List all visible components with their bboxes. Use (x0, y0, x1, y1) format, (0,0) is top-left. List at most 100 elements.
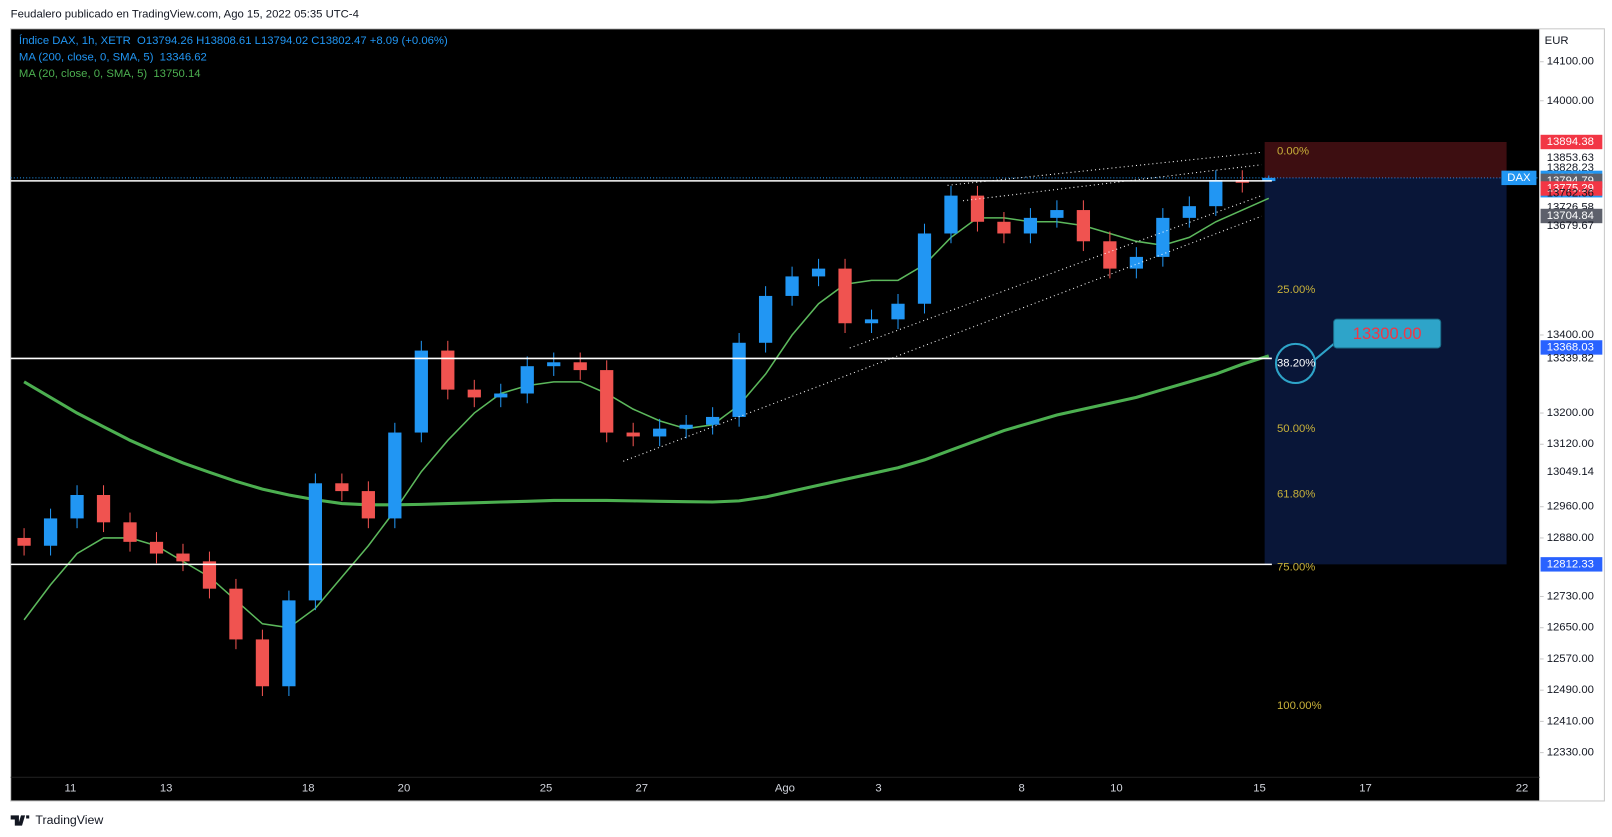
price-badge (1540, 208, 1603, 224)
chart-border (10, 28, 1605, 802)
legend-name: MA (20, close, 0, SMA, 5) (19, 68, 147, 80)
footer: TradingView (10, 813, 103, 827)
x-tick-label: 18 (302, 783, 315, 795)
candle-body (149, 541, 164, 554)
candle-body (1076, 210, 1091, 242)
y-tick-label: 12410.00 (1547, 715, 1594, 727)
candle-body (1156, 217, 1170, 257)
candle-body (414, 350, 428, 433)
y-tick-label: 12330.00 (1547, 747, 1594, 759)
candle-body (520, 366, 534, 394)
price-badge-label: 13704.84 (1547, 210, 1594, 222)
y-tick-label: 13400.00 (1547, 329, 1594, 341)
wedge-line (623, 215, 1262, 462)
candle-body (997, 221, 1011, 234)
price-badge-label: 13775.29 (1547, 182, 1594, 194)
y-tick-label: 13200.00 (1547, 407, 1594, 419)
candle-body (467, 389, 481, 398)
price-badge-label: 13762.36 (1547, 188, 1594, 200)
publisher: Feudalero publicado en TradingView.com, … (11, 8, 359, 20)
highlight-circle (1274, 342, 1317, 385)
x-tick-label: 20 (398, 783, 411, 795)
candle-body (891, 303, 905, 320)
price-badge-label: 12812.33 (1547, 558, 1594, 570)
candle-body (626, 432, 640, 437)
candle-body (176, 553, 190, 562)
candle-body (335, 483, 349, 492)
logo (10, 815, 30, 826)
candle-body (573, 362, 587, 371)
plot (10, 141, 1540, 697)
price-badge-label: 13679.67 (1547, 220, 1594, 232)
symbol-tag-label: DAX (1507, 172, 1531, 184)
candle-body (706, 416, 720, 425)
candle-body (838, 268, 852, 324)
currency: EUR (1545, 35, 1569, 47)
legend-name: MA (200, close, 0, SMA, 5) (19, 52, 154, 64)
symbol-tag (1501, 170, 1537, 186)
y-tick-label: 14100.00 (1547, 56, 1594, 68)
fib-label: 50.00% (1277, 423, 1315, 435)
y-tick-label: 12490.00 (1547, 684, 1594, 696)
price-badge (1540, 134, 1603, 150)
candle-body (1050, 210, 1064, 218)
candle-body (864, 319, 879, 324)
candle-body (600, 370, 614, 433)
legend-value: O13794.26 H13808.61 L13794.02 C13802.47 … (137, 35, 448, 47)
x-tick-label: 22 (1516, 783, 1529, 795)
candle-body (1023, 217, 1038, 234)
legend-name: Índice DAX, 1h, XETR (19, 34, 131, 47)
candle-body (255, 639, 270, 687)
callout-label: 13300.00 (1353, 325, 1422, 343)
candle-body (1129, 256, 1143, 269)
x-tick-label: Ago (775, 783, 795, 795)
y-tick-label: 12570.00 (1547, 653, 1594, 665)
y-tick-label: 13120.00 (1547, 438, 1594, 450)
y-tick-label: 12650.00 (1547, 622, 1594, 634)
candle-body (758, 295, 773, 343)
price-badge-label: 13339.82 (1547, 352, 1594, 364)
y-tick-label: 12730.00 (1547, 590, 1594, 602)
candle-body (388, 432, 402, 519)
candle-body (441, 350, 455, 390)
price-badge-label: 13049.14 (1547, 466, 1594, 478)
stop-zone (1264, 141, 1507, 178)
price-badge-label: 13853.63 (1547, 152, 1594, 164)
price-badge (1540, 181, 1603, 196)
overlay: 13300.00 0.00% 25.00% 38.20% 50.00% 61.80% 75… (623, 145, 1442, 712)
candle-body (1103, 241, 1117, 269)
x-tick-label: 3 (875, 783, 881, 795)
fib-label: 25.00% (1277, 284, 1315, 296)
target-zone (1264, 177, 1507, 565)
candle-body (96, 494, 111, 523)
price-badge (1540, 340, 1603, 355)
legend-value: 13346.62 (160, 52, 207, 64)
price-badge-label: 13368.03 (1547, 341, 1594, 353)
candle-body (202, 561, 217, 589)
candle-body (944, 195, 958, 234)
candle-body (282, 600, 296, 687)
candle-body (361, 491, 375, 519)
candle-body (229, 588, 243, 640)
candle-body (653, 428, 667, 437)
callout (1333, 318, 1442, 349)
candle-body (547, 362, 561, 367)
candle-body (811, 268, 826, 277)
candle-body (17, 537, 31, 546)
fib-label: 61.80% (1277, 488, 1315, 500)
candle-body (1262, 177, 1276, 182)
fib-label: 38.20% (1277, 357, 1315, 369)
x-tick-label: 10 (1110, 783, 1123, 795)
candle-body (679, 424, 693, 429)
brand: TradingView (35, 813, 103, 827)
candle-body (1182, 206, 1196, 218)
x-tick-label: 27 (635, 783, 648, 795)
candle-body (732, 342, 746, 417)
wedge-line (962, 164, 1262, 202)
price-badge-label: 13894.38 (1547, 136, 1594, 148)
y-tick-label: 12960.00 (1547, 501, 1594, 513)
fib-label: 75.00% (1277, 561, 1315, 573)
legend: Índice DAX, 1h, XETR O13794.26 H13808.61 … (19, 34, 448, 80)
